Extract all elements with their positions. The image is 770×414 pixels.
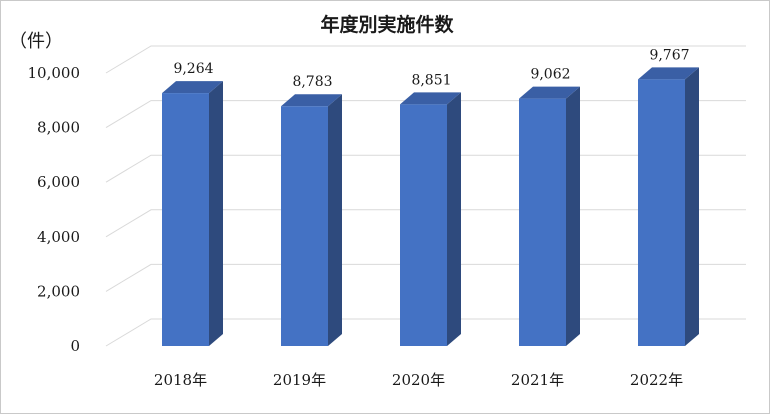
bar-top [519,86,580,99]
chart-title: 年度別実施件数 [320,13,454,36]
x-tick-label: 2018年 [154,371,207,389]
x-tick-label: 2020年 [392,371,445,389]
bar-side [328,94,342,347]
bar-front [400,104,447,346]
bar-side [566,86,580,347]
bar-top [281,94,342,107]
data-label: 8,851 [411,72,451,88]
x-tick-label: 2019年 [273,371,326,389]
data-label: 9,062 [530,67,570,83]
y-tick-label: 2,000 [37,282,80,300]
bar [281,94,342,347]
y-tick-label: 8,000 [37,119,80,137]
y-axis-unit-label: （件） [9,31,63,52]
data-label: 8,783 [292,74,332,90]
y-tick-label: 4,000 [37,228,80,246]
bar [400,92,461,346]
y-tick-label: 6,000 [37,173,80,191]
bar-top [162,81,223,94]
y-tick-label: 10,000 [28,64,81,82]
data-label: 9,264 [173,61,213,77]
bar-layer [162,67,699,347]
gridline [105,45,746,74]
bar-front [281,106,328,347]
bar-front [638,79,685,346]
bar [162,81,223,346]
bar-side [685,67,699,346]
bar-top [400,92,461,105]
x-tick-label: 2022年 [630,371,683,389]
bar-side [447,92,461,346]
bar [519,86,580,347]
bar [638,67,699,346]
bar-front [162,93,209,346]
label-layer: 0 2,000 4,000 6,000 8,000 10,000 9,264 2018年 8,7… [28,47,690,389]
y-tick-label: 0 [70,337,80,355]
bar-top [638,67,699,80]
bar-front [519,98,566,347]
data-label: 9,767 [649,47,689,63]
bar-side [209,81,223,346]
x-tick-label: 2021年 [511,371,564,389]
